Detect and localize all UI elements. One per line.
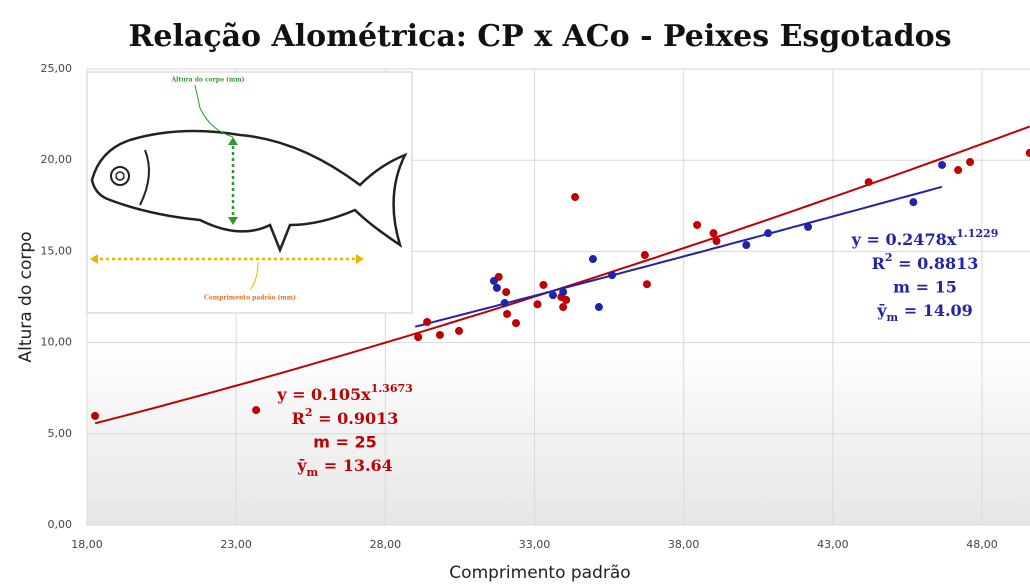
annotation-line: y = 0.105x1.3673 [276, 382, 413, 404]
annotation-part: 2 [305, 406, 313, 419]
point [489, 276, 498, 285]
point [966, 158, 975, 167]
point [608, 271, 617, 280]
point [512, 319, 521, 328]
height-label: Altura do corpo (mm) [171, 77, 245, 84]
fish-outline [90, 129, 408, 254]
point [559, 288, 568, 297]
fish-eye [110, 166, 130, 186]
point [492, 283, 501, 292]
annotation-part: = 0.8813 [893, 254, 979, 273]
plot-area [91, 125, 1030, 425]
annotation-part: 1.1229 [956, 227, 998, 240]
annotation-line: y = 0.2478x1.1229 [851, 227, 999, 249]
annotation-line: R2 = 0.8813 [872, 251, 979, 273]
annotation-part: = 0.9013 [313, 409, 399, 428]
annotation-part: R [872, 254, 886, 273]
length-pointer [249, 261, 259, 291]
annotation-part: ȳ [296, 456, 307, 475]
inset-image: Altura do corpo (mm) Comprimento padrão … [86, 71, 413, 314]
point [414, 333, 423, 342]
point [594, 303, 603, 312]
point [642, 280, 651, 289]
y-tick-label: 0,00 [48, 518, 73, 531]
annotation-line: m = 25 [313, 433, 376, 452]
annotation-part: = 13.64 [318, 456, 393, 475]
point [709, 229, 718, 238]
y-tick-label: 20,00 [41, 153, 73, 166]
point [559, 303, 568, 312]
point [864, 178, 873, 187]
point [455, 326, 464, 335]
annotation-part: ȳ [876, 301, 887, 320]
annotation-part: R [292, 409, 306, 428]
x-axis-label: Comprimento padrão [449, 563, 630, 583]
x-tick-label: 18,00 [71, 538, 103, 551]
annotation-part: y = 0.2478x [851, 230, 957, 249]
annotation-part: m [887, 311, 899, 324]
x-tick-label: 48,00 [966, 538, 998, 551]
annotation-line: m = 15 [893, 278, 957, 297]
point [548, 291, 557, 300]
annotation-line: ȳm = 13.64 [296, 456, 393, 479]
point [502, 288, 511, 297]
annotation-part: m [307, 466, 319, 479]
annotation-line: ȳm = 14.09 [876, 301, 973, 324]
point [938, 160, 947, 169]
annotation-part: 1.3673 [371, 382, 413, 395]
point [588, 255, 597, 264]
annotation-part: = 14.09 [898, 301, 973, 320]
x-tick-label: 28,00 [370, 538, 402, 551]
point [562, 295, 571, 304]
point [500, 299, 509, 308]
fish-gill [139, 149, 150, 206]
point [764, 229, 773, 238]
point [640, 251, 649, 260]
point [712, 237, 721, 246]
point [571, 193, 580, 202]
y-tick-label: 5,00 [48, 427, 73, 440]
point [533, 300, 542, 309]
point [423, 317, 432, 326]
x-tick-label: 23,00 [220, 538, 252, 551]
point [909, 198, 918, 207]
point [742, 241, 751, 250]
annotation-part: y = 0.105x [276, 385, 371, 404]
x-tick-label: 43,00 [817, 538, 849, 551]
annotation-line: R2 = 0.9013 [292, 406, 399, 428]
fish-pupil [115, 171, 125, 181]
point [954, 166, 963, 175]
point [539, 280, 548, 289]
x-tick-label: 33,00 [519, 538, 551, 551]
point [91, 411, 100, 420]
point [435, 330, 444, 339]
y-axis-label: Altura do corpo [16, 231, 36, 362]
y-tick-label: 10,00 [41, 336, 73, 349]
y-tick-label: 15,00 [41, 244, 73, 257]
point [693, 220, 702, 229]
x-tick-label: 38,00 [668, 538, 700, 551]
y-tick-label: 25,00 [41, 62, 73, 75]
point [804, 222, 813, 231]
length-label: Comprimento padrão (mm) [204, 295, 296, 302]
chart-title: Relação Alométrica: CP x ACo - Peixes Es… [129, 19, 952, 54]
point [503, 309, 512, 318]
point [252, 406, 261, 415]
annotation-part: 2 [885, 251, 893, 264]
height-pointer [194, 84, 234, 138]
point [1025, 148, 1030, 157]
